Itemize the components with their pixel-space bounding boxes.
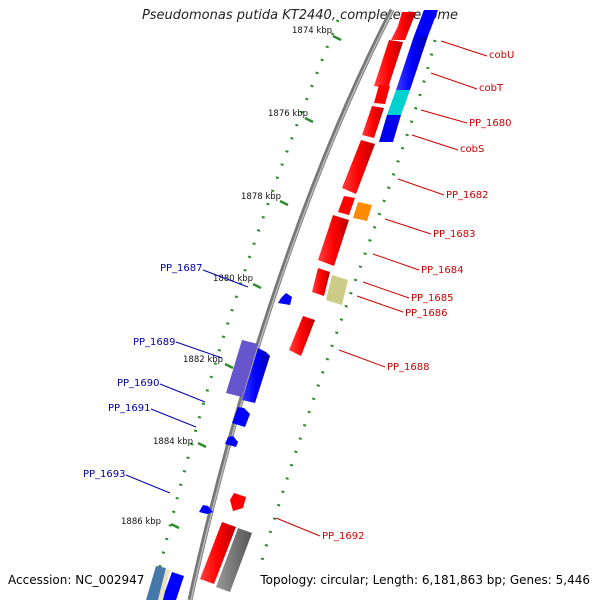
gene-PP_1687-feature[interactable] — [278, 293, 292, 305]
scale-label-1880: 1880 kbp — [213, 274, 253, 284]
gene-cobT-feature[interactable] — [396, 36, 428, 90]
gene-red-2-feature[interactable] — [374, 40, 403, 88]
connector-PP_1684 — [372, 253, 420, 271]
gene-label-PP_1691: PP_1691 — [108, 403, 151, 414]
scale-tick — [197, 441, 207, 449]
gene-PP_1690-feature[interactable] — [232, 407, 250, 427]
gene-PP_1689b-feature[interactable] — [242, 348, 270, 403]
connector-cobS — [411, 134, 459, 151]
connector-cobU — [440, 40, 488, 57]
gene-cobS-feature[interactable] — [379, 115, 401, 142]
gene-red-1-feature[interactable] — [391, 12, 416, 40]
gene-PP_1683-feature[interactable] — [338, 196, 355, 215]
scale-tick — [332, 34, 342, 42]
gene-label-PP_1690: PP_1690 — [117, 378, 160, 389]
gene-PP_1682-feature[interactable] — [342, 140, 375, 194]
scale-tick — [304, 116, 314, 124]
connector-PP_1693 — [125, 474, 171, 494]
gene-label-PP_1687: PP_1687 — [160, 263, 203, 274]
connector-PP_1689 — [175, 341, 223, 359]
gene-PP_1688-feature[interactable] — [289, 316, 315, 356]
gene-label-PP_1683: PP_1683 — [433, 229, 476, 240]
scale-label-1886: 1886 kbp — [121, 517, 161, 527]
gene-label-cobU: cobU — [489, 50, 514, 61]
map-title: Pseudomonas putida KT2440, complete geno… — [141, 8, 459, 23]
scale-tick — [279, 199, 289, 207]
gene-PP_1692-feature[interactable] — [230, 493, 246, 511]
gene-orange-feature[interactable] — [353, 202, 372, 221]
gene-red-4-feature[interactable] — [362, 106, 384, 138]
gene-label-PP_1693: PP_1693 — [83, 469, 126, 480]
gene-gray-bottom-feature[interactable] — [216, 528, 252, 592]
gene-cobU-feature[interactable] — [414, 10, 438, 36]
connector-PP_1692 — [275, 517, 321, 537]
gene-label-PP_1686: PP_1686 — [405, 308, 448, 319]
gene-label-PP_1684: PP_1684 — [421, 265, 464, 276]
gene-PP_1684-feature[interactable] — [318, 215, 349, 266]
scale-tick — [224, 362, 234, 370]
scale-tick — [170, 522, 180, 530]
connector-PP_1691 — [150, 408, 197, 428]
connector-PP_1688 — [338, 349, 386, 368]
gene-PP_1685-feature[interactable] — [312, 268, 330, 296]
gene-label-PP_1680: PP_1680 — [469, 118, 512, 129]
gene-label-PP_1682: PP_1682 — [446, 190, 489, 201]
gene-PP_1693-feature[interactable] — [199, 505, 213, 514]
connector-PP_1685 — [362, 281, 410, 299]
scale-label-1874: 1874 kbp — [292, 26, 332, 36]
gene-label-PP_1692: PP_1692 — [322, 531, 365, 542]
gene-steel-bottom-feature[interactable] — [146, 566, 166, 600]
gene-red-bottom-feature[interactable] — [200, 522, 236, 584]
gene-PP_1689-feature[interactable] — [226, 340, 258, 397]
genome-backbone — [187, 8, 395, 600]
connector-cobT — [430, 72, 478, 90]
gene-blue-bottom-feature[interactable] — [162, 572, 184, 600]
gene-label-PP_1685: PP_1685 — [411, 293, 454, 304]
gene-PP_1691-feature[interactable] — [225, 436, 238, 447]
inner-tick-track — [150, 19, 340, 600]
gene-label-PP_1688: PP_1688 — [387, 362, 430, 373]
connector-PP_1686 — [356, 295, 404, 313]
connector-PP_1683 — [384, 218, 432, 235]
gene-label-cobT: cobT — [479, 83, 504, 94]
gene-PP_1680-feature[interactable] — [387, 90, 410, 115]
gene-label-cobS: cobS — [460, 144, 484, 155]
gene-label-PP_1689: PP_1689 — [133, 337, 176, 348]
connector-PP_1687 — [202, 269, 249, 288]
accession-text: Accession: NC_002947 — [8, 573, 145, 587]
gene-PP_1686-feature[interactable] — [326, 275, 348, 305]
scale-label-1882: 1882 kbp — [183, 355, 223, 365]
connector-PP_1682 — [397, 178, 445, 196]
connector-PP_1680 — [420, 109, 468, 124]
scale-tick — [252, 282, 262, 290]
gene-cream-bottom-feature[interactable] — [158, 569, 170, 600]
connector-PP_1690 — [159, 383, 206, 403]
genome-backbone-highlight — [190, 9, 394, 600]
genome-summary-text: Topology: circular; Length: 6,181,863 bp… — [260, 573, 590, 587]
scale-label-1884: 1884 kbp — [153, 437, 193, 447]
scale-label-1876: 1876 kbp — [268, 109, 308, 119]
gene-red-3-feature[interactable] — [374, 85, 390, 104]
scale-label-1878: 1878 kbp — [241, 192, 281, 202]
